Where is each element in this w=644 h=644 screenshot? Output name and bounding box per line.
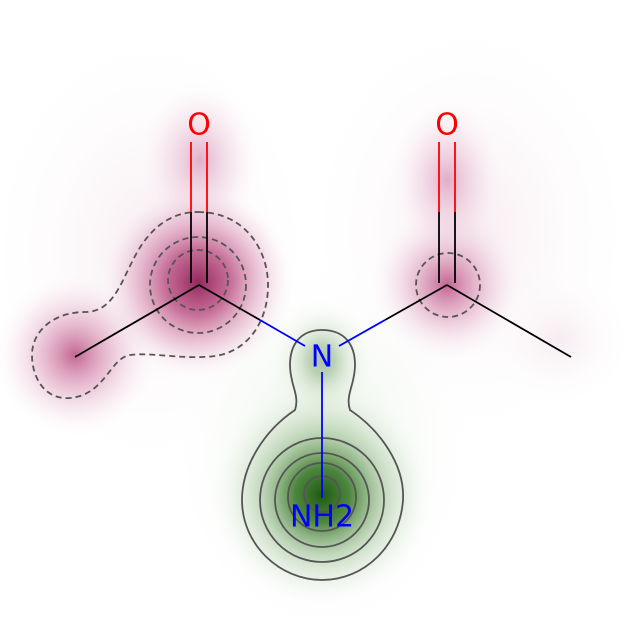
atom-label-nitrogen: N	[311, 340, 333, 375]
atom-labels: O O N NH2	[187, 108, 459, 535]
contour-lines	[31, 211, 481, 581]
negative-contour-middle	[149, 236, 247, 334]
negative-contour-inner	[167, 249, 229, 311]
negative-contour-outer	[31, 211, 269, 399]
negative-region-right-methyl	[485, 270, 635, 410]
atom-label-nh2: NH2	[290, 500, 354, 535]
bond-left-cn-blue	[259, 319, 306, 347]
bond-right-methyl	[446, 284, 572, 358]
density-map	[0, 10, 640, 644]
negative-contour-right	[415, 252, 481, 318]
bond-right-cn-black	[384, 284, 448, 321]
atom-label-oxygen-right: O	[435, 108, 459, 143]
bonds	[74, 142, 572, 498]
negative-region-right-oxygen	[392, 100, 502, 260]
bond-left-methyl	[74, 284, 200, 358]
atom-label-oxygen-left: O	[187, 108, 211, 143]
positive-contour-outer	[241, 329, 404, 581]
bond-left-cn-black	[198, 284, 261, 321]
bond-right-cn-blue	[338, 319, 386, 347]
